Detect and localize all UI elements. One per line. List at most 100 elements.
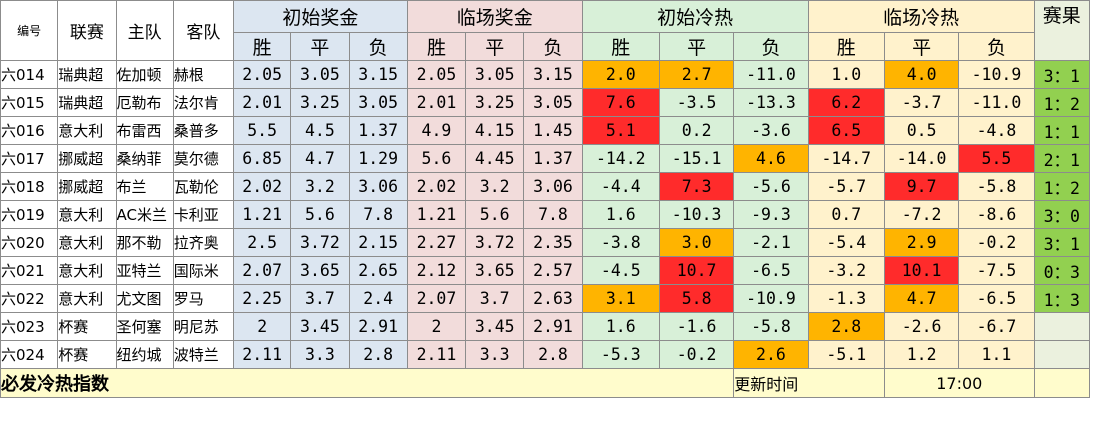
initial-odds-cell: 4.5 [290,116,350,145]
closing-odds-cell: 7.8 [523,200,583,229]
initial-odds-cell: 2.11 [233,340,292,369]
closing-odds-cell: 3.06 [523,172,583,201]
closing-heat-cell: -5.4 [807,228,885,257]
update-time-label: 更新时间 [733,368,885,398]
home-team-cell: 佐加顿 [115,60,174,89]
result-cell: 1：2 [1033,88,1091,117]
table-row: 六023 杯赛 圣何塞 明尼苏 2 3.45 2.91 2 3.45 2.91 1.6 -1.6 -5.… [0,312,1091,341]
result-cell: 3：1 [1033,228,1091,257]
closing-heat-cell: -2.6 [883,312,960,341]
closing-heat-cell: -8.6 [958,200,1035,229]
league-cell: 意大利 [57,284,117,313]
initial-odds-cell: 2.05 [233,60,292,89]
closing-heat-cell: 2.9 [883,228,960,257]
result-cell: 2：1 [1033,144,1091,173]
initial-heat-cell: 3.0 [658,228,735,257]
initial-odds-cell: 2.5 [233,228,292,257]
initial-odds-cell: 2.4 [348,284,408,313]
initial-heat-cell: -1.6 [658,312,735,341]
initial-heat-cell: -3.8 [581,228,660,257]
closing-heat-cell: -4.8 [958,116,1035,145]
initial-odds-cell: 3.05 [348,88,408,117]
league-cell: 意大利 [57,200,117,229]
closing-heat-cell: 0.7 [807,200,885,229]
group-header-closing-heat: 临场冷热 [807,0,1035,33]
subheader-closing-odds-win: 胜 [406,32,467,61]
subheader-closing-odds-lose: 负 [523,32,583,61]
closing-odds-cell: 3.25 [465,88,525,117]
initial-heat-cell: -14.2 [581,144,660,173]
closing-heat-cell: 1.0 [807,60,885,89]
footer-title: 必发冷热指数 [0,368,735,398]
away-team-cell: 赫根 [172,60,235,89]
initial-odds-cell: 5.5 [233,116,292,145]
initial-odds-cell: 3.72 [290,228,350,257]
league-cell: 杯赛 [57,312,117,341]
result-cell: 0：3 [1033,256,1091,285]
subheader-initial-heat-win: 胜 [581,32,660,61]
closing-heat-cell: -0.2 [958,228,1035,257]
match-id-cell: 六023 [0,312,59,341]
away-team-cell: 法尔肯 [172,88,235,117]
initial-heat-cell: -5.6 [733,172,809,201]
closing-odds-cell: 2.63 [523,284,583,313]
closing-odds-cell: 2.07 [406,284,467,313]
home-team-cell: 圣何塞 [115,312,174,341]
initial-heat-cell: -5.3 [581,340,660,369]
closing-odds-cell: 3.65 [465,256,525,285]
initial-heat-cell: -6.5 [733,256,809,285]
closing-heat-cell: -6.5 [958,284,1035,313]
initial-odds-cell: 1.21 [233,200,292,229]
home-team-cell: 那不勒 [115,228,174,257]
closing-odds-cell: 4.9 [406,116,467,145]
closing-odds-cell: 1.37 [523,144,583,173]
initial-heat-cell: -3.6 [733,116,809,145]
group-header-closing-odds: 临场奖金 [406,0,583,33]
initial-odds-cell: 2.91 [348,312,408,341]
initial-odds-cell: 3.05 [290,60,350,89]
closing-heat-cell: -5.1 [807,340,885,369]
league-cell: 挪威超 [57,144,117,173]
initial-heat-cell: 1.6 [581,312,660,341]
initial-heat-cell: 5.8 [658,284,735,313]
initial-heat-cell: 2.7 [658,60,735,89]
away-team-cell: 卡利亚 [172,200,235,229]
match-id-cell: 六019 [0,200,59,229]
closing-odds-cell: 3.2 [465,172,525,201]
initial-heat-cell: -4.5 [581,256,660,285]
closing-odds-cell: 1.21 [406,200,467,229]
initial-heat-cell: -11.0 [733,60,809,89]
initial-heat-cell: -5.8 [733,312,809,341]
closing-odds-cell: 2.91 [523,312,583,341]
closing-odds-cell: 5.6 [406,144,467,173]
closing-odds-cell: 2.27 [406,228,467,257]
closing-odds-cell: 3.45 [465,312,525,341]
table-row: 六024 杯赛 纽约城 波特兰 2.11 3.3 2.8 2.11 3.3 2.8 -5.3 -0.2… [0,340,1091,369]
subheader-closing-odds-draw: 平 [465,32,525,61]
table-row: 六019 意大利 AC米兰 卡利亚 1.21 5.6 7.8 1.21 5.6 7.8 1.6 -10… [0,200,1091,229]
update-time-value: 17:00 [883,368,1035,398]
closing-heat-cell: -7.5 [958,256,1035,285]
closing-heat-cell: -3.7 [883,88,960,117]
result-cell: 1：2 [1033,172,1091,201]
closing-heat-cell: -1.3 [807,284,885,313]
away-team-cell: 明尼苏 [172,312,235,341]
group-header-initial-heat: 初始冷热 [581,0,809,33]
league-cell: 意大利 [57,256,117,285]
result-cell: 1：3 [1033,284,1091,313]
match-id-cell: 六018 [0,172,59,201]
initial-odds-cell: 6.85 [233,144,292,173]
closing-odds-cell: 3.3 [465,340,525,369]
closing-odds-cell: 2.57 [523,256,583,285]
closing-odds-cell: 2.8 [523,340,583,369]
closing-odds-cell: 2.05 [406,60,467,89]
closing-heat-cell: -5.8 [958,172,1035,201]
initial-heat-cell: 10.7 [658,256,735,285]
closing-odds-cell: 5.6 [465,200,525,229]
closing-heat-cell: 5.5 [958,144,1035,173]
result-cell [1033,340,1091,369]
initial-odds-cell: 2.25 [233,284,292,313]
table-row: 六017 挪威超 桑纳菲 莫尔德 6.85 4.7 1.29 5.6 4.45 1.37 -14.2… [0,144,1091,173]
closing-heat-cell: -6.7 [958,312,1035,341]
initial-heat-cell: -15.1 [658,144,735,173]
